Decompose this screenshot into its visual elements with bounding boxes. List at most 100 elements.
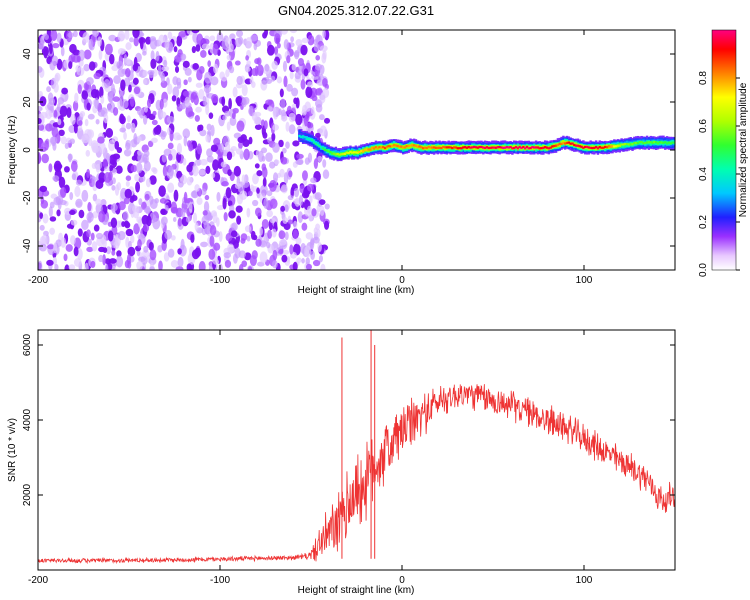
spectrogram-track-cell bbox=[536, 146, 540, 149]
spectrogram-noise-cell bbox=[69, 43, 77, 54]
spectrogram-noise-cell bbox=[70, 160, 78, 172]
spectrogram-track-cell bbox=[538, 147, 541, 150]
spectrogram-track-cell bbox=[465, 146, 469, 149]
spectrogram-noise-cell bbox=[292, 261, 298, 270]
spectrogram-noise-cell bbox=[210, 124, 215, 137]
spectrogram-noise-cell bbox=[207, 60, 211, 68]
spectrogram-noise-cell bbox=[126, 115, 131, 123]
spectrogram-noise-cell bbox=[174, 66, 180, 73]
spectrogram-noise-cell bbox=[70, 235, 76, 245]
spectrogram-noise-cell bbox=[47, 101, 54, 111]
spectrogram-noise-cell bbox=[206, 155, 214, 163]
spectrogram-noise-cell bbox=[223, 212, 228, 222]
spectrogram-noise-cell bbox=[188, 111, 195, 117]
spectrogram-noise-cell bbox=[249, 75, 254, 85]
spectrogram-noise-cell bbox=[198, 261, 206, 270]
spectrogram-noise-cell bbox=[86, 246, 94, 253]
spectrogram-noise-cell bbox=[176, 142, 183, 155]
spectrogram-noise-cell bbox=[180, 238, 185, 251]
spectrogram-track-cell bbox=[589, 146, 592, 149]
spectrogram-noise-cell bbox=[130, 234, 135, 244]
spectrogram-noise-cell bbox=[46, 86, 51, 93]
spectrogram-track-cell bbox=[452, 146, 456, 149]
spectrogram-noise-cell bbox=[235, 205, 243, 213]
spectrogram-track-cell bbox=[522, 145, 525, 149]
spectrogram-noise-cell bbox=[213, 63, 219, 74]
spectrogram-noise-cell bbox=[227, 200, 233, 207]
spectrogram-track-cell bbox=[644, 141, 647, 145]
spectrogram-noise-cell bbox=[278, 239, 287, 246]
spectrogram-noise-cell bbox=[300, 44, 308, 56]
spectrogram-noise-cell bbox=[123, 131, 127, 140]
spectrogram-noise-cell bbox=[242, 139, 250, 147]
spectrogram-noise-cell bbox=[221, 76, 228, 82]
spectrogram-noise-cell bbox=[160, 208, 166, 215]
spectrogram-noise-cell bbox=[167, 248, 175, 258]
spectrogram-noise-cell bbox=[246, 235, 251, 242]
spectrogram-noise-cell bbox=[168, 153, 173, 161]
spectrogram-track-cell bbox=[500, 146, 503, 149]
spectrogram-noise-cell bbox=[113, 75, 121, 85]
spectrogram-track-cell bbox=[447, 146, 450, 149]
spectrogram-noise-cell bbox=[221, 181, 229, 187]
spectrogram-noise-cell bbox=[198, 169, 206, 176]
spectrogram-noise-cell bbox=[280, 115, 288, 122]
spectrogram-noise-cell bbox=[231, 222, 238, 231]
spectrogram-track-cell bbox=[582, 146, 585, 149]
spectrogram-track-cell bbox=[653, 140, 656, 144]
spectrogram-noise-cell bbox=[38, 41, 45, 50]
spectrogram-noise-cell bbox=[119, 90, 124, 101]
spectrogram-track-cell bbox=[631, 143, 634, 146]
spectrogram-noise-cell bbox=[312, 259, 321, 267]
spectrogram-noise-cell bbox=[86, 168, 91, 178]
spectrogram-noise-cell bbox=[314, 192, 322, 200]
spectrogram-track-cell bbox=[438, 146, 441, 149]
spectrogram-noise-cell bbox=[224, 141, 231, 153]
spectrogram-track-cell bbox=[380, 146, 383, 149]
spectrogram-noise-cell bbox=[114, 233, 119, 246]
spectrogram-noise-cell bbox=[120, 48, 127, 54]
spectrogram-noise-cell bbox=[105, 128, 114, 138]
spectrogram-noise-cell bbox=[287, 194, 294, 201]
spectrogram-noise-cell bbox=[131, 155, 137, 161]
spectrogram-noise-cell bbox=[245, 37, 253, 49]
spectrogram-track-cell bbox=[480, 145, 483, 149]
spectrogram-track-cell bbox=[462, 146, 465, 149]
spectrogram-noise-cell bbox=[137, 152, 145, 164]
spectrogram-noise-cell bbox=[87, 113, 95, 120]
spectrogram-track-cell bbox=[451, 147, 454, 150]
spectrogram-noise-cell bbox=[125, 42, 132, 50]
spectrogram-noise-cell bbox=[291, 87, 299, 97]
spectrogram-noise-cell bbox=[223, 252, 231, 259]
spectrogram-noise-cell bbox=[53, 82, 59, 93]
spectrogram-noise-cell bbox=[59, 105, 68, 117]
spectrogram-track-cell bbox=[460, 147, 463, 150]
spectrogram-noise-cell bbox=[103, 113, 109, 124]
spectrogram-track-cell bbox=[611, 145, 614, 148]
spectrogram-noise-cell bbox=[114, 140, 120, 150]
spectrogram-noise-cell bbox=[212, 259, 220, 265]
spectrogram-track-cell bbox=[516, 147, 520, 150]
spectrogram-track-cell bbox=[392, 143, 396, 147]
spectrogram-ytick-label: 20 bbox=[22, 96, 33, 108]
spectrogram-noise-cell bbox=[48, 206, 53, 218]
spectrogram-noise-cell bbox=[116, 182, 122, 191]
spectrogram-noise-cell bbox=[54, 264, 59, 270]
spectrogram-noise-cell bbox=[191, 165, 196, 174]
spectrogram-track-cell bbox=[431, 146, 434, 149]
spectrogram-noise-cell bbox=[183, 79, 188, 86]
spectrogram-noise-cell bbox=[155, 50, 160, 62]
spectrogram-track-cell bbox=[491, 146, 494, 149]
spectrogram-noise-cell bbox=[163, 252, 170, 262]
spectrogram-noise-cell bbox=[69, 138, 75, 145]
spectrogram-track-cell bbox=[565, 141, 569, 145]
spectrogram-track-cell bbox=[318, 145, 321, 148]
spectrogram-track-cell bbox=[425, 146, 429, 150]
spectrogram-noise-cell bbox=[82, 31, 90, 43]
spectrogram-noise-cell bbox=[249, 255, 257, 267]
spectrogram-track-cell bbox=[647, 141, 651, 144]
spectrogram-track-cell bbox=[534, 146, 538, 149]
spectrogram-noise-cell bbox=[102, 158, 108, 168]
